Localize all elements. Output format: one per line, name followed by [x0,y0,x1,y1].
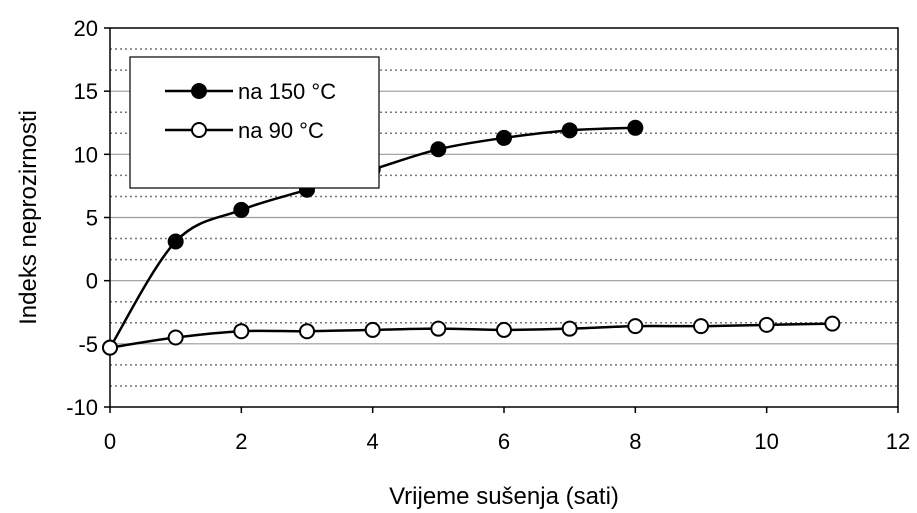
data-point-na-90-c [561,320,578,337]
x-tick-label: 4 [367,429,379,454]
data-point-na-150-c [627,119,644,136]
y-tick-label: 5 [86,206,98,231]
y-tick-label: -10 [66,395,98,420]
data-point-na-90-c [824,315,841,332]
data-point-na-90-c [233,323,250,340]
data-point-na-150-c [430,141,447,158]
y-tick-label: -5 [78,332,98,357]
y-axis-title: Indeks neprozirnosti [15,110,42,325]
data-point-na-90-c [758,316,775,333]
data-point-na-90-c [102,339,118,356]
y-tick-label: 10 [74,142,98,167]
data-point-na-90-c [627,318,644,335]
data-point-na-150-c [233,201,250,218]
x-tick-label: 0 [104,429,116,454]
legend-box [129,56,380,189]
data-point-na-150-c [167,233,184,250]
legend-marker-na-90 [191,122,207,138]
data-point-na-150-c [561,122,578,139]
y-tick-label: 15 [74,79,98,104]
x-tick-label: 10 [754,429,778,454]
data-point-na-90-c [430,320,447,337]
data-point-na-90-c [299,323,315,340]
x-tick-label: 2 [235,429,247,454]
x-tick-label: 8 [629,429,641,454]
legend: na 150 °C na 90 °C [129,56,380,189]
x-tick-label: 6 [498,429,510,454]
data-point-na-90-c [693,318,709,335]
x-axis-title: Vrijeme sušenja (sati) [389,483,619,510]
legend-label-na-150: na 150 °C [238,79,336,104]
x-tick-label: 12 [886,429,910,454]
y-tick-label: 0 [86,269,98,294]
legend-marker-na-150 [191,83,207,99]
legend-label-na-90: na 90 °C [238,118,324,143]
data-point-na-90-c [364,321,381,338]
data-point-na-150-c [496,129,512,146]
data-point-na-90-c [167,329,184,346]
axis-ticks: -10 -5 0 5 10 15 20 0 2 4 6 8 10 12 [66,16,910,454]
data-point-na-90-c [496,321,512,338]
y-tick-label: 20 [74,16,98,41]
